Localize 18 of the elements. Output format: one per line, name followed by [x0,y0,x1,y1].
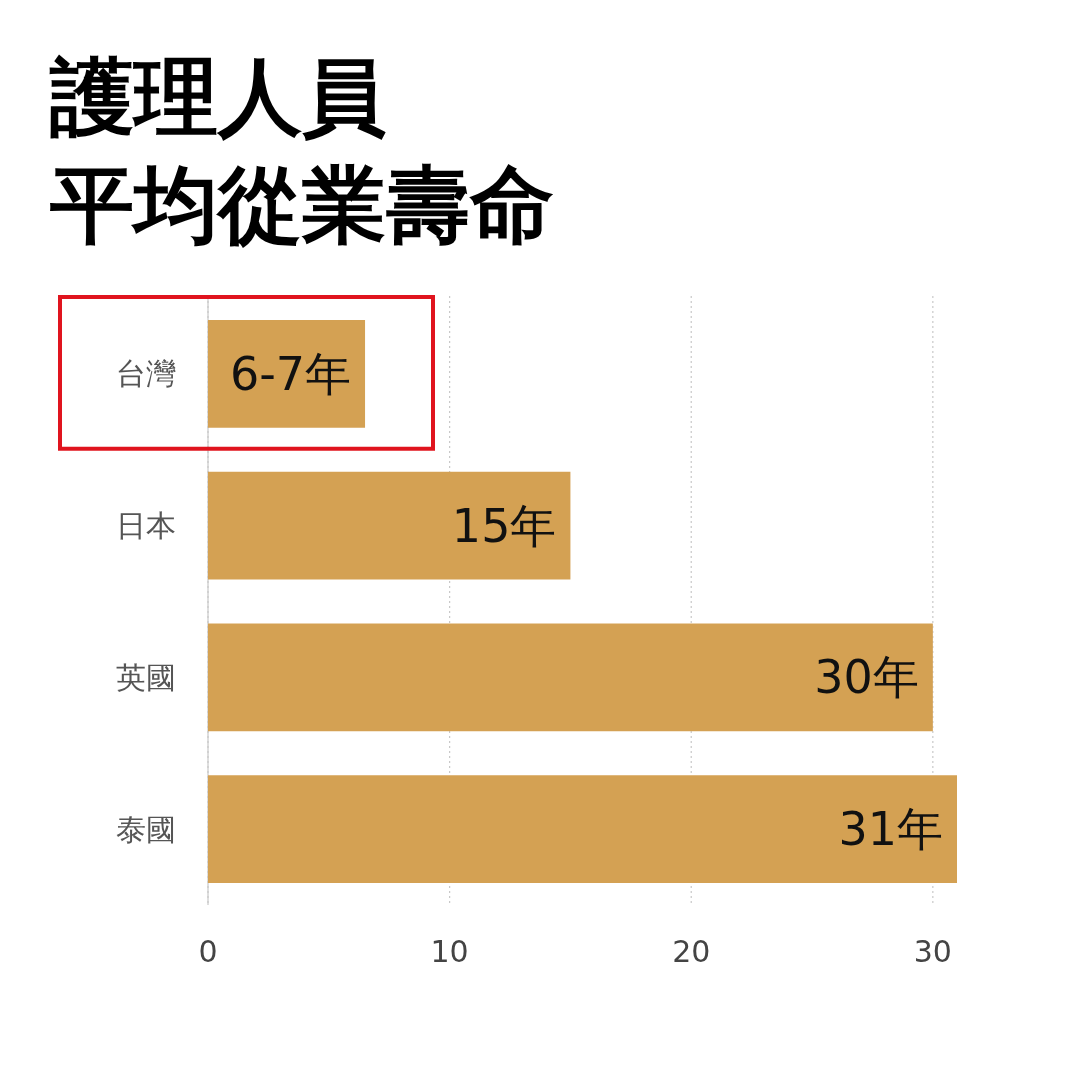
y-tick-label: 英國 [116,659,176,695]
data-label: 6-7年 [229,346,352,401]
x-tick-label: 20 [672,933,711,969]
bar [208,775,957,883]
y-tick-label: 台灣 [116,356,176,392]
bar [208,320,366,428]
x-tick-label: 10 [430,933,469,969]
x-tick-label: 30 [913,933,952,969]
y-tick-label: 日本 [116,508,176,544]
data-label: 15年 [451,498,557,553]
bar [208,623,933,732]
chart-title: 護理人員 [49,48,386,146]
y-tick-label: 泰國 [116,811,176,847]
data-label: 30年 [814,650,919,705]
x-tick-label: 0 [198,933,218,969]
chart-subtitle: 平均從業壽命 [49,156,554,254]
data-label: 31年 [838,802,943,857]
bar [208,471,571,580]
